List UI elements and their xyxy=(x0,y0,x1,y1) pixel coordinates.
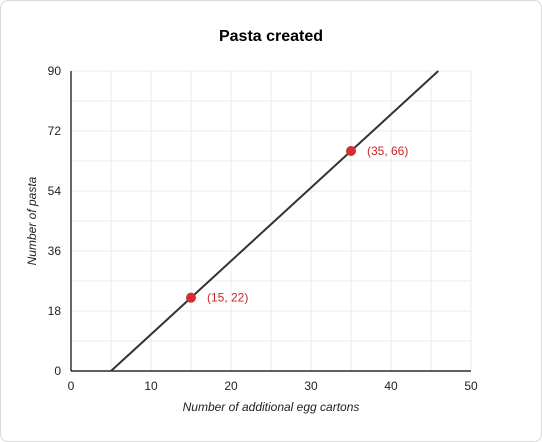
x-tick-label: 40 xyxy=(384,379,398,393)
y-tick-label: 36 xyxy=(48,244,62,258)
series-layer xyxy=(110,70,439,372)
y-axis-label: Number of pasta xyxy=(25,176,39,265)
y-tick-label: 18 xyxy=(48,304,62,318)
x-tick-label: 10 xyxy=(144,379,158,393)
data-point xyxy=(186,292,196,303)
point-markers: (15, 22) (35, 66) xyxy=(186,144,408,305)
x-tick-label: 20 xyxy=(224,379,238,393)
x-tick-label: 30 xyxy=(304,379,318,393)
x-tick-label: 0 xyxy=(68,379,75,393)
y-tick-label: 0 xyxy=(54,364,61,378)
grid-lines xyxy=(70,70,472,372)
y-tick-label: 72 xyxy=(48,124,62,138)
data-point xyxy=(346,146,356,156)
chart-title: Pasta created xyxy=(219,28,323,45)
y-tick-label: 54 xyxy=(48,184,62,198)
series-line xyxy=(110,70,439,372)
y-tick-label: 90 xyxy=(48,64,62,78)
data-point-label: (35, 66) xyxy=(367,144,408,158)
x-tick-label: 50 xyxy=(464,379,478,393)
data-point-label: (15, 22) xyxy=(207,291,248,305)
axes xyxy=(70,71,471,372)
tick-labels: 0 10 20 30 40 50 0 18 36 54 72 90 xyxy=(48,64,478,393)
x-axis-label: Number of additional egg cartons xyxy=(183,400,360,414)
